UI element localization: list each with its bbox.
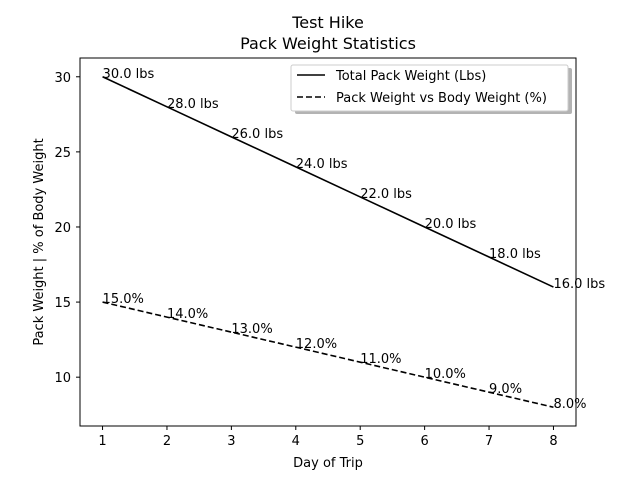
data-label: 18.0 lbs	[489, 247, 541, 262]
legend-label-total-weight: Total Pack Weight (Lbs)	[335, 69, 486, 84]
chart-title: Test Hike	[291, 13, 364, 32]
y-axis-ticks: 10 15 20 25 30	[54, 71, 80, 386]
data-label: 14.0%	[167, 307, 208, 322]
series-line-0	[102, 76, 554, 288]
x-tick-label: 8	[549, 434, 557, 449]
x-tick-label: 6	[420, 434, 428, 449]
plot-frame	[79, 57, 577, 427]
x-axis-label: Day of Trip	[293, 456, 363, 471]
series-layer	[102, 76, 554, 408]
y-tick-label: 20	[54, 221, 71, 236]
y-tick-label: 30	[54, 71, 71, 86]
x-tick-label: 2	[163, 434, 171, 449]
data-label: 10.0%	[425, 367, 466, 382]
y-tick-label: 25	[54, 146, 71, 161]
data-label: 24.0 lbs	[296, 157, 348, 172]
x-axis-ticks: 1 2 3 4 5 6 7 8	[98, 426, 558, 449]
series-line-1	[102, 301, 554, 408]
data-label: 13.0%	[231, 322, 272, 337]
data-label: 11.0%	[360, 352, 401, 367]
data-label: 15.0%	[103, 292, 144, 307]
data-label: 9.0%	[489, 382, 522, 397]
data-label: 22.0 lbs	[360, 187, 412, 202]
legend: Total Pack Weight (Lbs) Pack Weight vs B…	[290, 64, 572, 114]
data-label: 26.0 lbs	[231, 127, 283, 142]
x-tick-label: 3	[227, 434, 235, 449]
y-tick-label: 15	[54, 296, 71, 311]
y-tick-label: 10	[54, 371, 71, 386]
y-axis-label: Pack Weight | % of Body Weight	[32, 138, 47, 345]
data-labels: 30.0 lbs 28.0 lbs 26.0 lbs 24.0 lbs 22.0 lbs…	[103, 67, 606, 412]
x-tick-label: 1	[98, 434, 106, 449]
chart-subtitle: Pack Weight Statistics	[240, 34, 416, 53]
legend-box	[290, 64, 569, 112]
x-tick-label: 7	[485, 434, 493, 449]
data-label: 20.0 lbs	[425, 217, 477, 232]
legend-label-percent-body-weight: Pack Weight vs Body Weight (%)	[336, 91, 547, 106]
x-tick-label: 4	[292, 434, 300, 449]
data-label: 30.0 lbs	[103, 67, 155, 82]
data-label: 16.0 lbs	[553, 277, 605, 292]
data-label: 8.0%	[553, 397, 586, 412]
data-label: 12.0%	[296, 337, 337, 352]
data-label: 28.0 lbs	[167, 97, 219, 112]
x-tick-label: 5	[356, 434, 364, 449]
